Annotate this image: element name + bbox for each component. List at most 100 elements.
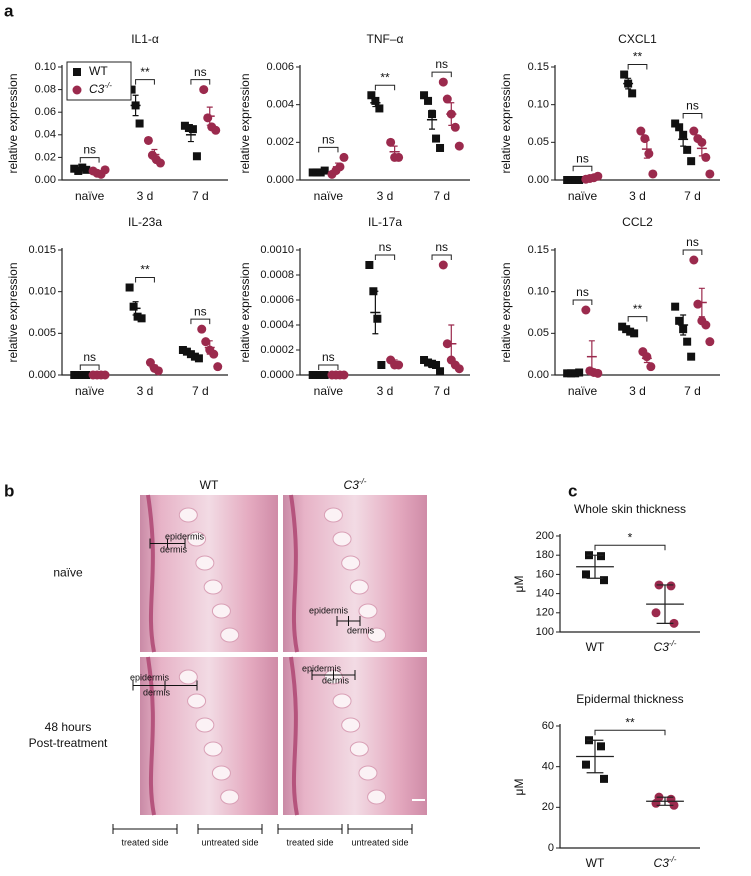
data-point (320, 166, 329, 175)
x-tick-label-base: C3 (654, 856, 670, 870)
data-point (436, 367, 445, 376)
data-point (72, 85, 82, 95)
error-bar (151, 364, 158, 371)
data-point (438, 77, 448, 87)
data-point (135, 119, 144, 128)
data-point (651, 798, 661, 808)
y-tick-label: 0.04 (35, 129, 56, 141)
significance-label: ** (633, 302, 643, 316)
data-point (575, 176, 584, 184)
y-tick-label: 0.0010 (260, 244, 294, 256)
data-point (593, 171, 603, 181)
data-point (194, 354, 203, 363)
significance-bracket (374, 254, 396, 260)
data-point (201, 337, 211, 347)
error-bar (429, 361, 436, 369)
data-point (367, 91, 376, 100)
data-point (593, 368, 603, 378)
y-tick-label: 140 (536, 588, 554, 600)
data-point (666, 581, 676, 591)
image-label: dermis (347, 625, 375, 635)
significance-label: ns (194, 65, 207, 79)
significance-label: ** (140, 65, 150, 79)
y-axis-label: relative expression (6, 262, 20, 362)
panel-label: b (4, 481, 14, 500)
error-bar (588, 176, 595, 180)
significance-label: ns (435, 240, 448, 254)
y-axis-label: relative expression (499, 262, 513, 362)
y-tick-label: 0.0000 (260, 369, 294, 381)
side-bar (277, 824, 343, 834)
column-header: C3-/- (344, 477, 367, 493)
error-bar (187, 127, 194, 143)
data-point (203, 113, 213, 123)
x-tick-label: 3 d (629, 384, 646, 398)
significance-label: ns (322, 350, 335, 364)
x-tick-label: naïve (568, 384, 598, 398)
chart-title: Whole skin thickness (574, 502, 686, 516)
significance-label: ns (83, 143, 96, 157)
significance-bracket (374, 84, 396, 91)
tissue-structure (187, 693, 207, 709)
tissue-structure (358, 603, 378, 619)
data-point (211, 125, 221, 135)
chart-title: TNF–α (367, 32, 404, 46)
significance-label: ns (576, 285, 589, 299)
y-tick-label: 0.00 (35, 174, 56, 186)
data-point (705, 169, 715, 179)
tissue-structure (220, 627, 240, 643)
data-point (454, 141, 464, 151)
error-bar (206, 106, 213, 126)
significance-bracket (79, 364, 100, 370)
y-axis-label: μM (512, 779, 526, 796)
data-point (701, 152, 711, 162)
image-label: dermis (160, 544, 188, 554)
y-tick-label: 100 (536, 626, 554, 638)
x-tick-label: naïve (568, 189, 598, 203)
y-tick-label: 60 (542, 720, 554, 732)
chart-title: IL-23a (128, 215, 162, 229)
row-label: Post-treatment (29, 736, 108, 750)
x-tick-label-sup: -/- (669, 855, 677, 864)
data-point (420, 91, 429, 100)
x-tick-label-sup: -/- (669, 639, 677, 648)
y-tick-label: 0.0008 (260, 269, 294, 281)
y-axis-label: relative expression (6, 73, 20, 173)
measure-bar (132, 680, 198, 691)
data-point (581, 305, 591, 315)
legend-label: WT (89, 64, 108, 78)
y-tick-label: 0.006 (266, 61, 294, 73)
side-label: treated side (286, 837, 333, 847)
y-tick-label: 0.00 (528, 369, 549, 381)
significance-bracket (190, 79, 211, 85)
x-tick-label: 7 d (684, 384, 701, 398)
side-label: untreated side (201, 837, 258, 847)
data-point (125, 283, 134, 292)
measure-bar (336, 616, 361, 626)
image-label: dermis (143, 687, 171, 697)
x-tick-label: 3 d (377, 384, 394, 398)
y-tick-label: 0.06 (35, 106, 56, 118)
error-bar (625, 77, 632, 90)
y-tick-label: 0.000 (28, 369, 56, 381)
data-point (375, 104, 384, 113)
x-tick-label: 7 d (684, 189, 701, 203)
y-tick-label: 0 (548, 842, 554, 854)
column-header: WT (200, 478, 219, 492)
tissue-structure (323, 507, 343, 523)
significance-label: ns (686, 99, 699, 113)
y-tick-label: 0.004 (266, 99, 294, 111)
data-point (582, 760, 590, 769)
x-tick-label: 7 d (433, 384, 450, 398)
tissue-structure (203, 579, 223, 595)
side-label: untreated side (351, 837, 408, 847)
histology-image (140, 657, 278, 815)
significance-label: ** (140, 263, 150, 277)
error-bar (334, 162, 341, 172)
x-tick-label: naïve (75, 384, 105, 398)
significance-bracket (431, 254, 452, 260)
error-bar (187, 351, 194, 357)
y-tick-label: 20 (542, 801, 554, 813)
significance-bracket (627, 64, 648, 70)
chart-title: CXCL1 (618, 32, 657, 46)
